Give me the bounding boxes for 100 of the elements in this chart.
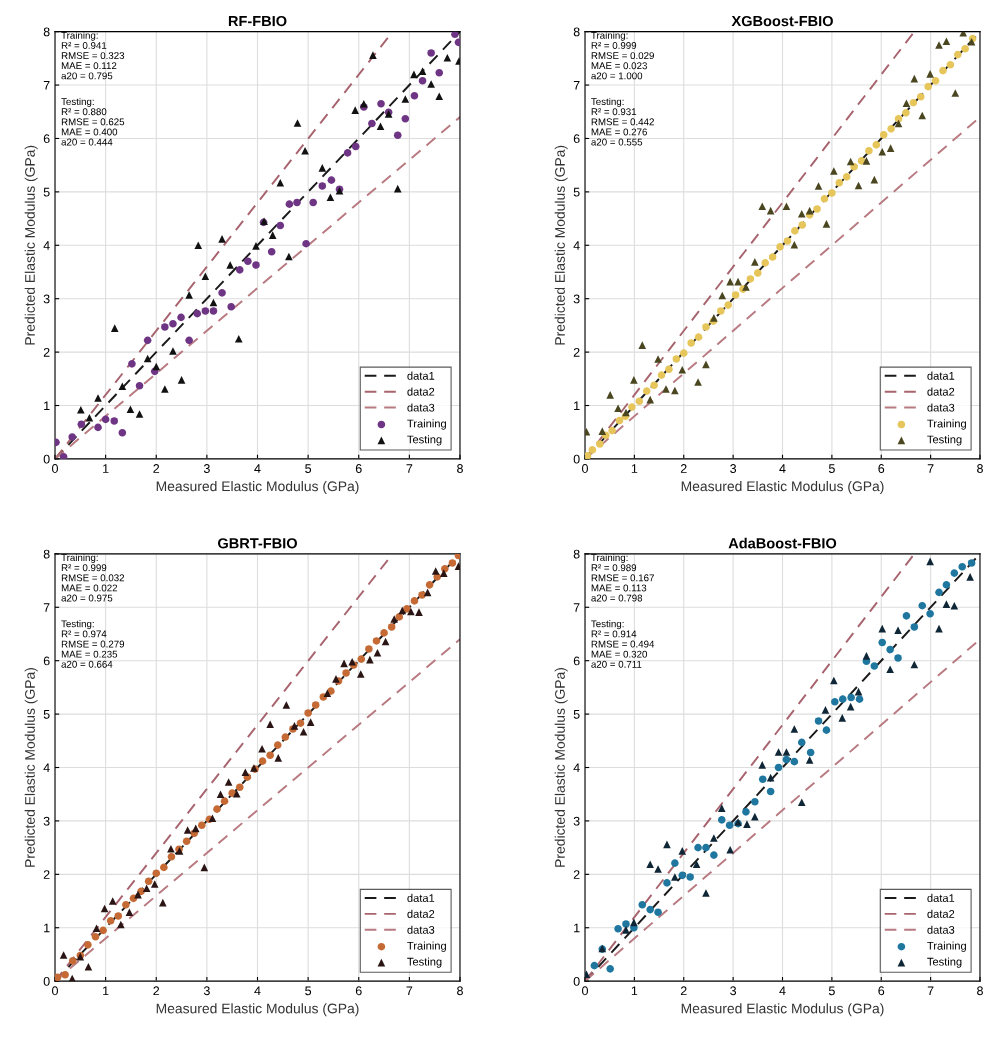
x-tick-label: 1: [103, 464, 109, 473]
y-tick-label: 2: [43, 347, 50, 357]
x-tick-label: 0: [52, 986, 58, 996]
y-tick-label: 6: [43, 656, 50, 666]
y-tick-label: 7: [43, 80, 50, 90]
x-tick-label: 4: [254, 986, 261, 996]
x-tick-label: 3: [203, 464, 210, 473]
x-tick-label: 5: [828, 986, 835, 996]
x-tick-label: 6: [355, 464, 362, 473]
x-tick-label: 6: [355, 986, 362, 996]
annotation: Training: R² = 0.999 RMSE = 0.032 MAE = 0.022 a20 = 0.975: [61, 553, 125, 602]
y-tick-label: 1: [574, 401, 580, 411]
x-tick-label: 3: [730, 464, 737, 473]
x-tick-label: 2: [153, 464, 160, 473]
x-tick-label: 2: [680, 986, 687, 996]
legend-label: data2: [407, 909, 435, 918]
x-tick-label: 3: [203, 986, 210, 996]
y-tick-label: 0: [43, 454, 50, 464]
y-tick-label: 8: [573, 549, 580, 559]
x-tick-label: 1: [631, 464, 638, 473]
x-tick-label: 8: [977, 464, 983, 473]
y-tick-label: 5: [43, 187, 50, 197]
y-tick-label: 5: [573, 187, 580, 197]
y-tick-label: 8: [43, 27, 50, 37]
annotation: Training: R² = 0.989 RMSE = 0.167 MAE = 0.113 a20 = 0.798: [591, 553, 654, 602]
legend-label: data3: [407, 403, 435, 412]
legend-label: Testing: [927, 957, 962, 968]
y-tick-label: 3: [43, 294, 50, 304]
x-tick-label: 7: [406, 986, 413, 996]
y-tick-label: 7: [573, 80, 580, 90]
x-tick-label: 0: [52, 464, 58, 473]
legend-label: Training: [927, 419, 966, 430]
legend-label: Training: [407, 419, 446, 430]
legend-label: data2: [407, 387, 435, 396]
y-tick-label: 4: [43, 763, 50, 773]
x-tick-label: 6: [878, 464, 885, 473]
y-axis-title: Predicted Elastic Modulus (GPa): [24, 145, 38, 345]
legend-label: data3: [927, 925, 955, 934]
y-tick-label: 4: [573, 763, 580, 773]
y-tick-label: 4: [573, 241, 580, 250]
y-tick-label: 0: [573, 454, 580, 464]
legend-label: data1: [927, 371, 955, 380]
chart-title: AdaBoost-FBIO: [728, 537, 837, 549]
chart-title: XGBoost-FBIO: [731, 15, 833, 27]
y-tick-label: 2: [573, 870, 580, 879]
x-tick-label: 7: [927, 986, 934, 996]
x-axis-title: Measured Elastic Modulus (GPa): [681, 1003, 884, 1017]
y-tick-label: 2: [573, 347, 580, 357]
legend-label: Testing: [407, 435, 442, 446]
x-tick-label: 2: [680, 464, 687, 473]
x-axis-title: Measured Elastic Modulus (GPa): [156, 1003, 359, 1017]
y-tick-label: 7: [43, 603, 50, 612]
annotation: Testing: R² = 0.914 RMSE = 0.494 MAE = 0.320 a20 = 0.711: [591, 620, 655, 668]
x-tick-label: 8: [977, 986, 983, 996]
x-tick-label: 8: [457, 464, 463, 473]
y-tick-label: 3: [573, 816, 580, 826]
chart-title: RF-FBIO: [228, 15, 287, 27]
legend-label: data3: [407, 925, 435, 934]
y-tick-label: 1: [44, 401, 50, 411]
y-axis-title: Predicted Elastic Modulus (GPa): [24, 668, 38, 867]
y-tick-label: 8: [43, 549, 50, 559]
legend-label: data1: [407, 893, 435, 902]
legend-label: Training: [407, 941, 446, 952]
y-tick-label: 1: [574, 923, 580, 933]
legend-label: Testing: [407, 957, 442, 968]
y-axis-title: Predicted Elastic Modulus (GPa): [554, 668, 568, 867]
y-tick-label: 4: [43, 241, 50, 250]
x-tick-label: 7: [406, 464, 413, 473]
y-tick-label: 2: [43, 870, 50, 879]
y-tick-label: 1: [44, 923, 50, 933]
x-tick-label: 1: [631, 986, 638, 996]
chart-title: GBRT-FBIO: [218, 538, 297, 549]
y-tick-label: 3: [573, 294, 580, 304]
legend-label: data3: [927, 403, 955, 412]
x-tick-label: 0: [582, 986, 588, 996]
x-tick-label: 4: [254, 464, 261, 473]
legend-label: data2: [927, 387, 955, 396]
y-tick-label: 7: [573, 603, 580, 612]
y-tick-label: 0: [43, 976, 50, 986]
legend-label: data2: [927, 909, 955, 918]
x-axis-title: Measured Elastic Modulus (GPa): [681, 480, 884, 494]
y-tick-label: 6: [43, 134, 50, 144]
annotation: Testing: R² = 0.974 RMSE = 0.279 MAE = 0.235 a20 = 0.664: [61, 620, 125, 668]
y-axis-title: Predicted Elastic Modulus (GPa): [554, 145, 568, 345]
x-tick-label: 0: [582, 464, 588, 473]
x-tick-label: 5: [828, 464, 835, 473]
x-tick-label: 4: [779, 464, 786, 473]
y-tick-label: 5: [43, 710, 50, 719]
x-tick-label: 8: [457, 986, 463, 996]
legend-label: Training: [927, 941, 966, 952]
x-tick-label: 5: [305, 986, 312, 996]
y-tick-label: 6: [573, 134, 580, 144]
annotation: Testing: R² = 0.880 RMSE = 0.625 MAE = 0.400 a20 = 0.444: [61, 97, 125, 146]
x-tick-label: 2: [153, 986, 160, 996]
legend-label: data1: [407, 371, 435, 380]
legend-label: data1: [927, 893, 955, 902]
y-tick-label: 0: [573, 976, 580, 986]
annotation: Training: R² = 0.941 RMSE = 0.323 MAE = 0.112 a20 = 0.795: [61, 31, 125, 80]
y-tick-label: 5: [573, 710, 580, 719]
annotation: Testing: R² = 0.931 RMSE = 0.442 MAE = 0.276 a20 = 0.555: [591, 97, 654, 146]
